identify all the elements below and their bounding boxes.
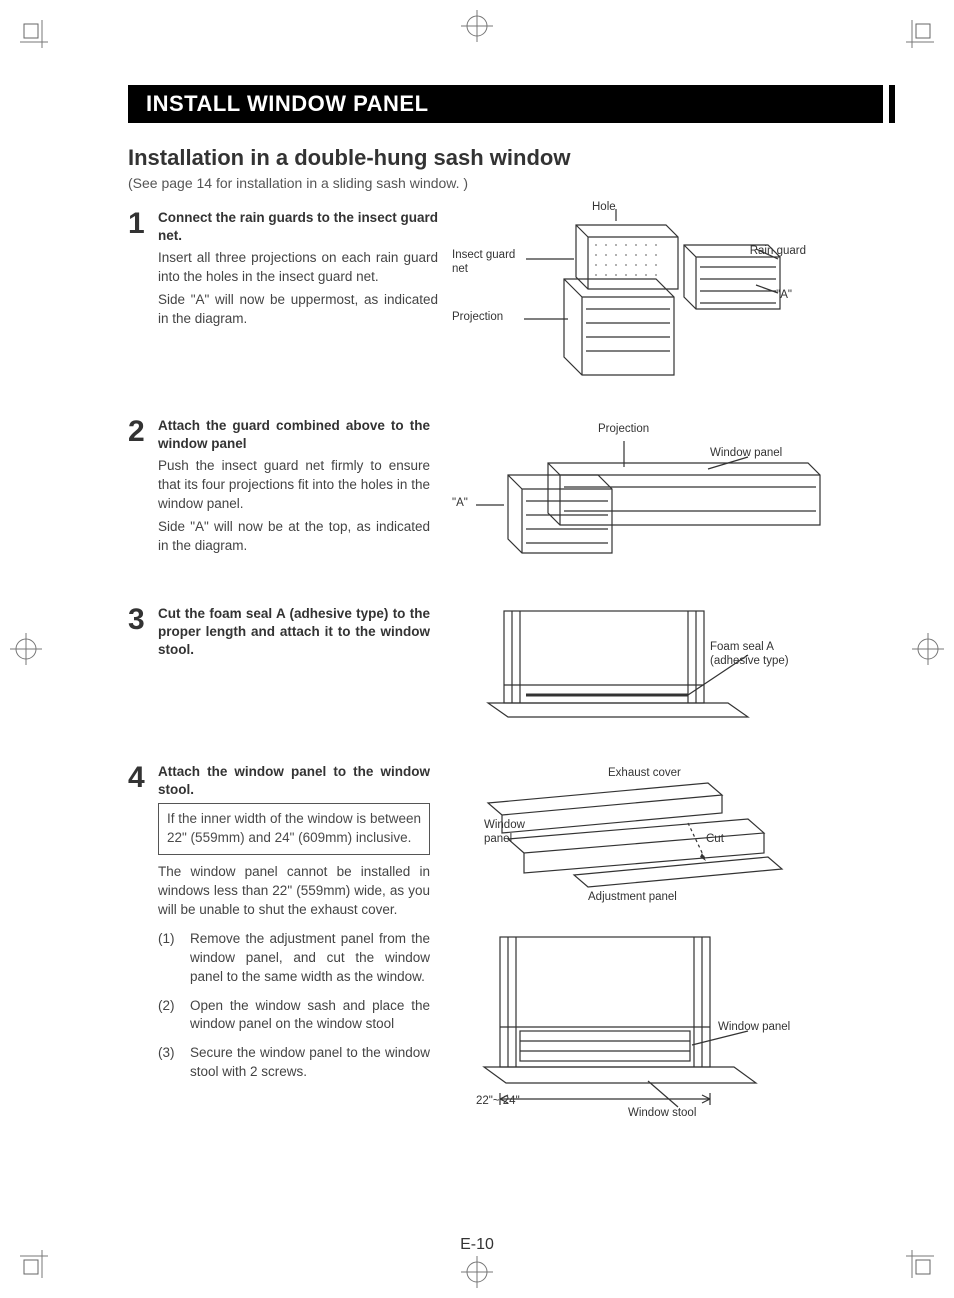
step-4: 4 Attach the window panel to the window …: [128, 763, 828, 1123]
label-projection1: Projection: [452, 311, 503, 325]
label-foam-seal: Foam seal A (adhesive type): [710, 641, 789, 669]
section-heading: INSTALL WINDOW PANEL: [128, 85, 883, 123]
crop-mark-bl: [20, 1238, 60, 1278]
page-content: INSTALL WINDOW PANEL Installation in a d…: [128, 85, 828, 1141]
step-1: 1 Connect the rain guards to the insect …: [128, 209, 828, 399]
registration-top-icon: [457, 6, 497, 46]
diagram-step-1: Hole Rain guard "A" Insect guard net Pro…: [456, 209, 828, 399]
sub2-n: (2): [158, 997, 184, 1035]
label-window-panel: Window panel: [710, 447, 782, 461]
step-1-lead: Connect the rain guards to the insect gu…: [158, 209, 438, 245]
step-2-p2: Side "A" will now be at the top, as indi…: [158, 518, 430, 556]
heading-text: INSTALL WINDOW PANEL: [146, 91, 429, 116]
crop-mark-tr: [894, 20, 934, 60]
sub1-n: (1): [158, 930, 184, 987]
step-2-lead: Attach the guard combined above to the w…: [158, 417, 430, 453]
label-a1: "A": [776, 289, 792, 303]
label-window-panel-b: Window panel: [718, 1021, 790, 1035]
step-1-p1: Insert all three projections on each rai…: [158, 249, 438, 287]
label-projection2: Projection: [598, 423, 649, 437]
step-2-number: 2: [128, 417, 152, 556]
step-1-p2: Side "A" will now be uppermost, as indic…: [158, 291, 438, 329]
see-page-note: (See page 14 for installation in a slidi…: [128, 175, 828, 191]
step-4-lead: Attach the window panel to the window st…: [158, 763, 430, 799]
step-3-lead: Cut the foam seal A (adhesive type) to t…: [158, 605, 430, 660]
sub3-n: (3): [158, 1044, 184, 1082]
step-2-p1: Push the insect guard net firmly to ensu…: [158, 457, 430, 514]
subtitle: Installation in a double-hung sash windo…: [128, 145, 828, 171]
label-exhaust-cover: Exhaust cover: [608, 767, 681, 781]
label-window-panel-a: Window panel: [484, 819, 525, 847]
step-1-number: 1: [128, 209, 152, 329]
step-4-note: If the inner width of the window is betw…: [158, 803, 430, 855]
registration-left-icon: [6, 629, 46, 669]
step-4-p1: The window panel cannot be installed in …: [158, 863, 430, 920]
sub3: Secure the window panel to the window st…: [190, 1044, 430, 1082]
step-2: 2 Attach the guard combined above to the…: [128, 417, 828, 587]
diagram-step-2: Projection Window panel "A": [448, 417, 828, 587]
label-a2: "A": [452, 497, 468, 511]
crop-mark-tl: [20, 20, 60, 60]
page-number: E-10: [460, 1236, 494, 1254]
label-window-stool: Window stool: [628, 1107, 696, 1121]
sub2: Open the window sash and place the windo…: [190, 997, 430, 1035]
step-3: 3 Cut the foam seal A (adhesive type) to…: [128, 605, 828, 745]
label-rain-guard: Rain guard: [750, 245, 806, 259]
label-dim: 22"~ 24": [476, 1095, 520, 1109]
label-hole: Hole: [592, 201, 616, 215]
label-cut: Cut: [706, 833, 724, 847]
label-adjustment-panel: Adjustment panel: [588, 891, 677, 905]
diagram-step-4: Exhaust cover Window panel Cut Adjustmen…: [448, 763, 828, 1123]
diagram-step-3: Foam seal A (adhesive type): [448, 605, 828, 745]
registration-bottom-icon: [457, 1252, 497, 1292]
registration-right-icon: [908, 629, 948, 669]
sub1: Remove the adjustment panel from the win…: [190, 930, 430, 987]
step-3-number: 3: [128, 605, 152, 660]
crop-mark-br: [894, 1238, 934, 1278]
label-insect-guard-net: Insect guard net: [452, 249, 515, 277]
step-4-number: 4: [128, 763, 152, 1082]
